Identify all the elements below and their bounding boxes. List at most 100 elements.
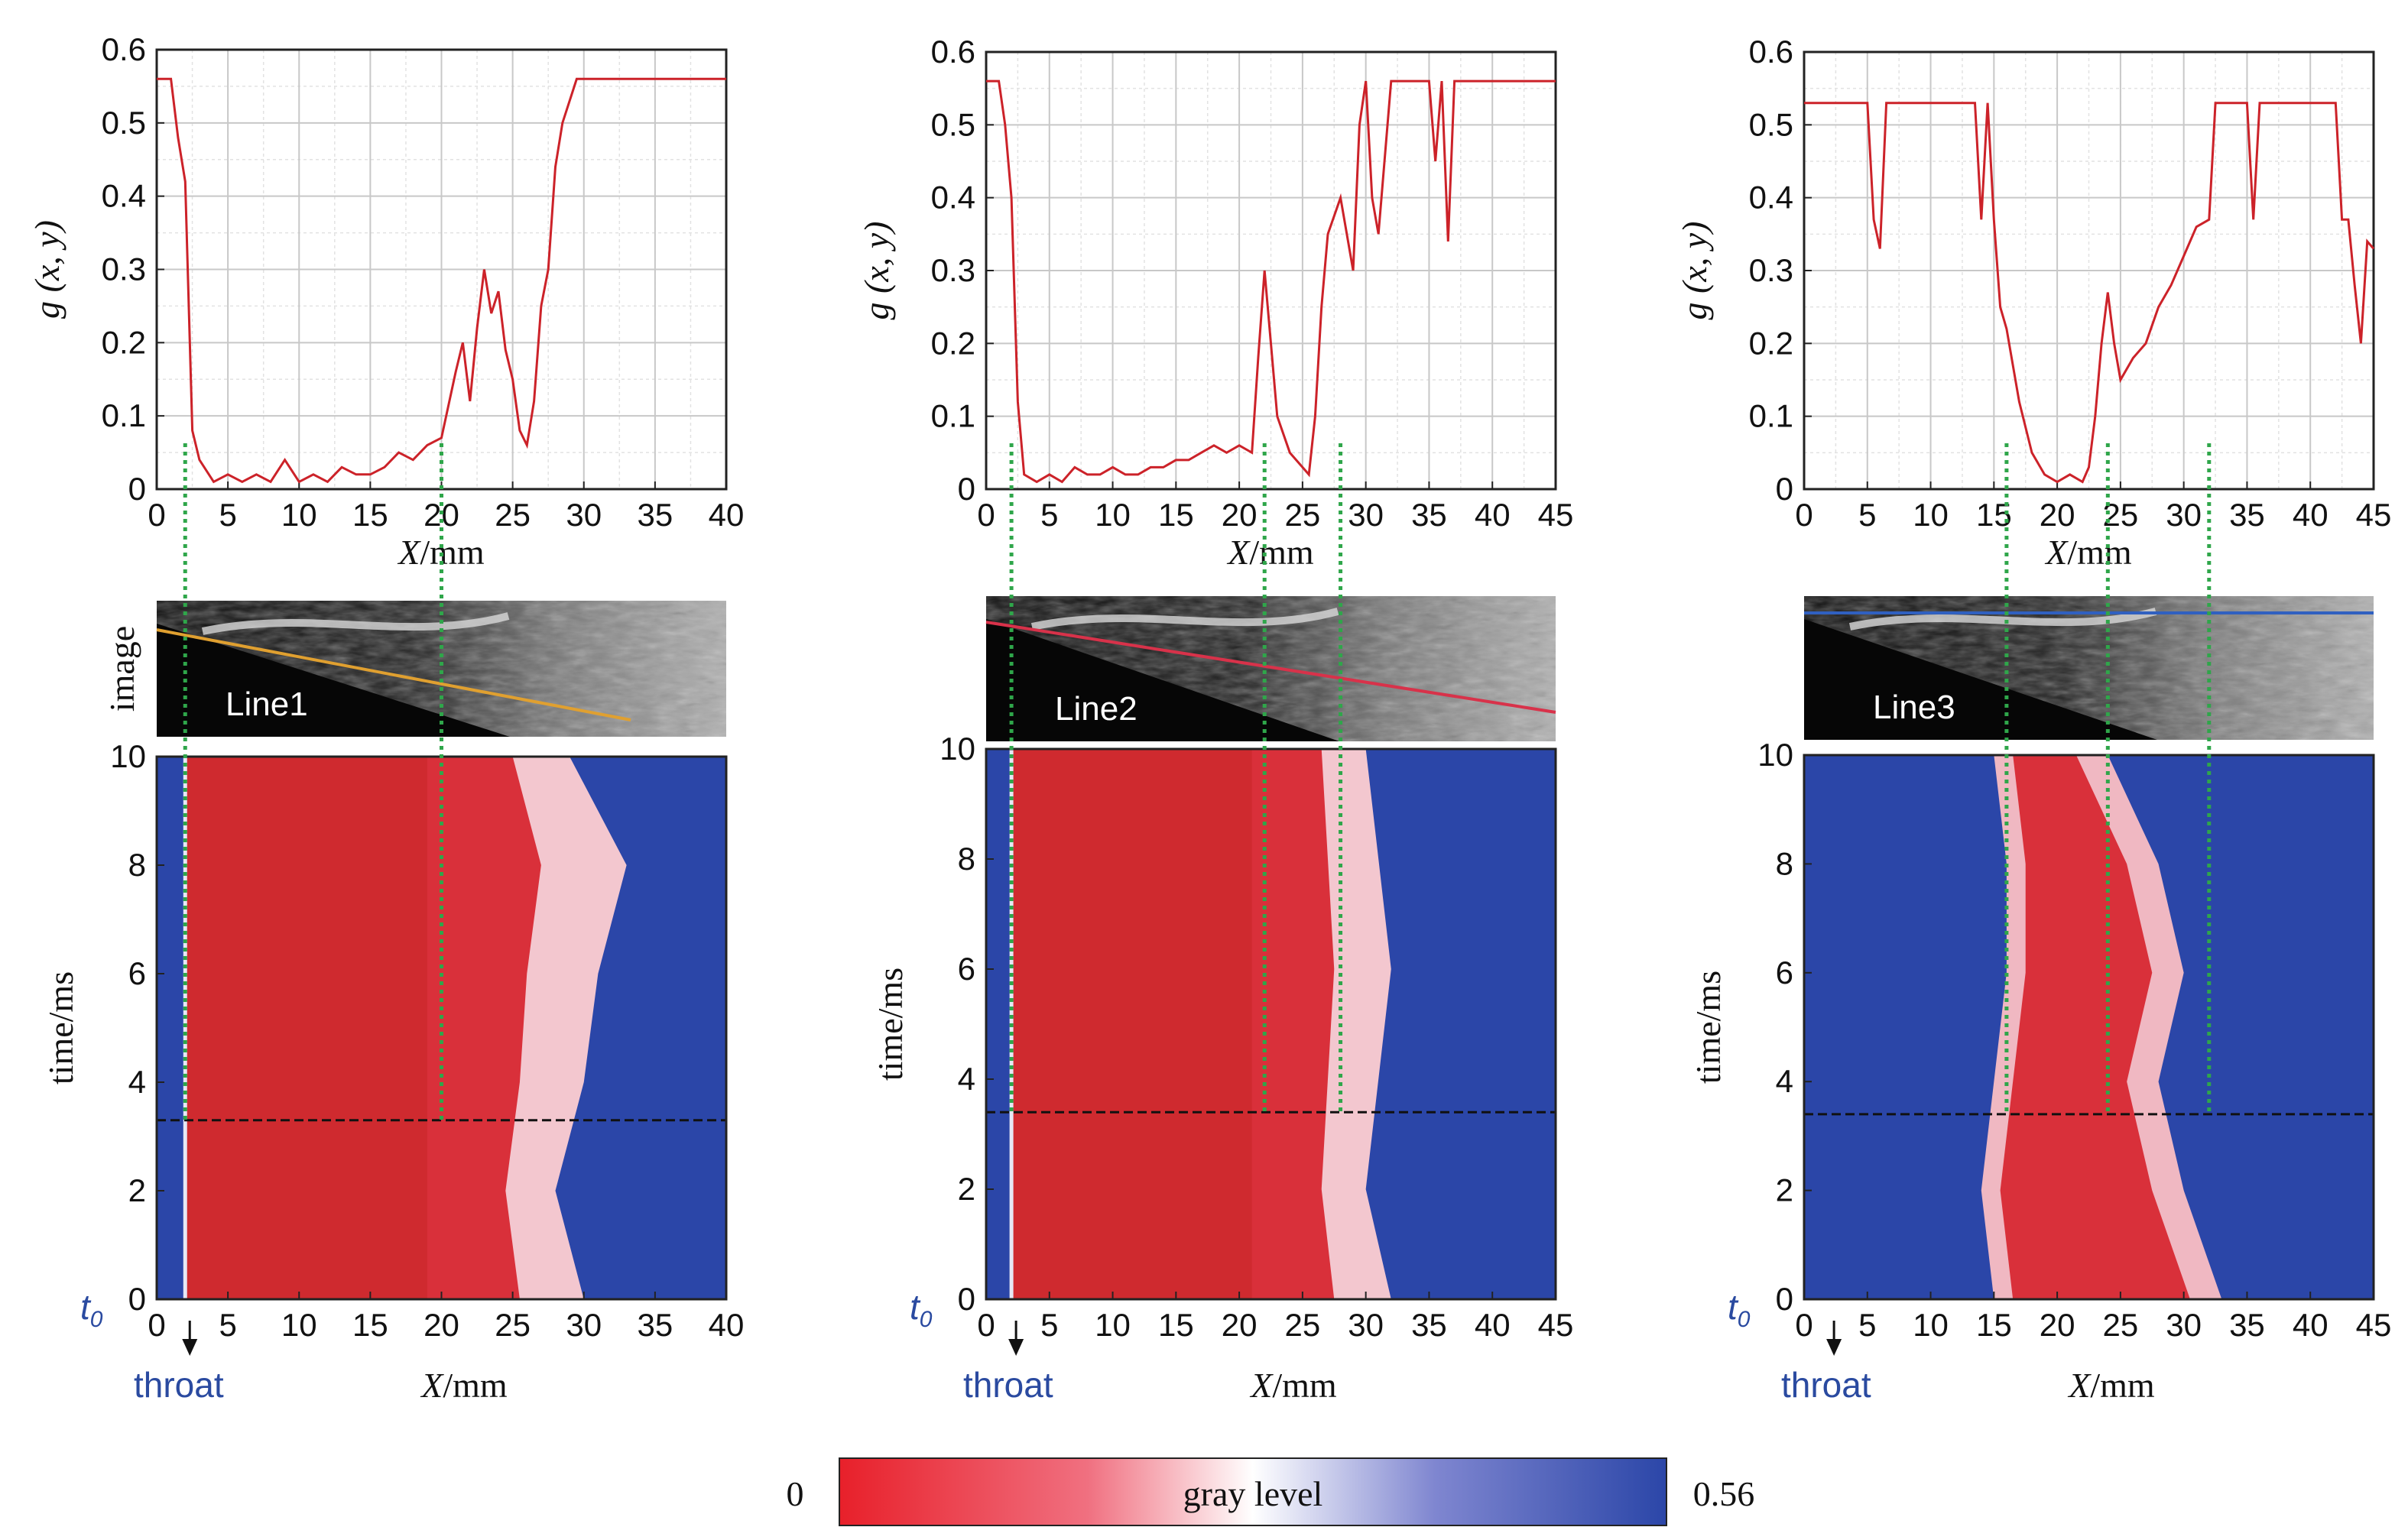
line-chart-1: 0 5 10 15 20 25 30 35 4000.10.20.30.40.50.6X/mmg… (28, 31, 744, 572)
tick-label-y: 2 (958, 1171, 975, 1207)
tick-label-x: 5 (1858, 497, 1876, 533)
tick-label-x: 0 (1795, 1307, 1812, 1343)
x-axis-label-unit: /mm (2090, 1366, 2155, 1405)
tick-label-x: 20 (424, 1307, 459, 1343)
throat-arrow-head (1826, 1339, 1842, 1356)
x-axis-label-unit: /mm (443, 1366, 508, 1405)
tick-label-y: 0.5 (102, 105, 146, 141)
x-axis-label: X/mm (1226, 533, 1314, 572)
tick-label-y: 0.5 (931, 106, 975, 142)
tick-label-x: 10 (1913, 497, 1949, 533)
tick-label-x: 45 (2356, 1307, 2392, 1343)
throat-arrow-head (1008, 1339, 1024, 1356)
x-axis-label: X/mm (1249, 1366, 1337, 1405)
heatmap-2: 0 5 10 15 20 25 30 35 40 45 0 2 4 6 8 10 X/mm time/ms t0 th… (871, 731, 1573, 1405)
tick-label-x: 40 (709, 1307, 745, 1343)
tick-label-y: 4 (128, 1064, 146, 1100)
x-axis-label-unit: /mm (2067, 533, 2132, 572)
image-line-label: Line2 (1055, 690, 1137, 728)
heatmap-body (1981, 755, 2222, 1299)
tick-label-y: 0 (958, 1281, 975, 1317)
tick-label-y: 0.3 (931, 252, 975, 288)
tick-label-y: 2 (128, 1172, 146, 1208)
low-gray-region (1011, 749, 1252, 1299)
tick-label-y: 8 (128, 847, 146, 883)
tick-label-y: 0.2 (1749, 325, 1793, 361)
image-axis-label: image (102, 626, 141, 712)
tick-label-y: 8 (958, 841, 975, 877)
tick-label-x: 5 (219, 1307, 236, 1343)
tick-label-x: 10 (1095, 497, 1131, 533)
tick-label-y: 4 (958, 1061, 975, 1097)
heatmap-body (157, 757, 627, 1299)
throat-arrow-head (182, 1339, 198, 1356)
lower-wall (986, 619, 1339, 741)
sampling-line-1 (156, 628, 631, 721)
tick-label-x: 35 (1411, 497, 1447, 533)
tick-label-y: 0.3 (102, 251, 146, 287)
series-line-g (157, 77, 726, 484)
t0-subscript: 0 (1738, 1307, 1751, 1332)
x-axis-label: X/mm (2067, 1366, 2155, 1405)
lower-wall (157, 624, 510, 737)
x-axis-label-var: X (2067, 1366, 2092, 1405)
tick-label-x: 5 (1858, 1307, 1876, 1343)
t0-label: t0 (910, 1287, 933, 1332)
throat-band (986, 749, 1012, 1299)
tick-label-x: 5 (219, 497, 236, 533)
tick-label-x: 40 (1475, 1307, 1511, 1343)
y-axis-label: g (x, y) (857, 222, 896, 320)
x-axis-label-var: X (2044, 533, 2069, 572)
tick-label-x: 0 (977, 1307, 995, 1343)
sampling-line-2 (985, 621, 1556, 714)
tick-label-x: 15 (1158, 497, 1194, 533)
flow-highlight (1030, 608, 1339, 631)
tick-label-x: 0 (148, 1307, 165, 1343)
tick-label-y: 0.1 (1749, 398, 1793, 434)
figure-layer: 0 5 10 15 20 25 30 35 4000.10.20.30.40.50.6X/mmg… (28, 31, 2392, 1526)
tick-label-x: 30 (566, 1307, 602, 1343)
tick-label-x: 5 (1040, 1307, 1058, 1343)
tick-label-x: 30 (566, 497, 602, 533)
x-axis-label: X/mm (2044, 533, 2132, 572)
tick-label-y: 0.1 (102, 397, 146, 433)
throat-band (157, 757, 186, 1299)
tick-label-y: 0 (1776, 471, 1793, 507)
heatmap-frame (985, 747, 1557, 1301)
tick-label-x: 40 (2293, 497, 2328, 533)
tick-label-y: 10 (1757, 737, 1793, 773)
tick-label-y: 0.1 (931, 398, 975, 434)
tick-label-y: 0.6 (931, 34, 975, 70)
tick-label-y: 0.5 (1749, 106, 1793, 142)
colorbar (839, 1457, 1667, 1526)
y-axis-label: g (x, y) (28, 220, 67, 319)
tick-label-y: 0.4 (1749, 180, 1793, 216)
tick-label-x: 30 (2166, 1307, 2202, 1343)
tick-label-y: 4 (1776, 1063, 1793, 1099)
series-line-g (986, 79, 1556, 484)
t0-label: t0 (80, 1287, 103, 1332)
y-axis-label: g (x, y) (1675, 222, 1714, 320)
tick-label-y: 0.2 (931, 325, 975, 361)
line-chart-3: 0 5 10 15 20 25 30 35 40 4500.10.20.30.40.50.6X/m… (1675, 34, 2391, 572)
x-axis-label: X/mm (397, 533, 485, 572)
t0-label: t0 (1728, 1287, 1751, 1332)
image-line-label: Line3 (1873, 689, 1955, 726)
x-axis-label-var: X (1226, 533, 1251, 572)
heatmap-frame (1803, 754, 2375, 1301)
heatmap-body (986, 749, 1391, 1299)
image-strip-3: Line3 (1804, 596, 2374, 740)
tick-label-y: 0.6 (1749, 34, 1793, 70)
tick-label-x: 20 (1222, 1307, 1258, 1343)
tick-label-x: 10 (1913, 1307, 1949, 1343)
lower-wall (1804, 619, 2157, 740)
tick-label-x: 40 (1475, 497, 1511, 533)
tick-label-x: 0 (977, 497, 995, 533)
tick-label-x: 10 (281, 497, 317, 533)
tick-label-x: 0 (148, 497, 165, 533)
line-chart-2: 0 5 10 15 20 25 30 35 40 45 0 0.1 0.2 0.3 0.4 0.5 0.6 X/m… (857, 34, 1573, 572)
x-axis-label-unit: /mm (1249, 533, 1314, 572)
colorbar-min-label: 0 (787, 1474, 804, 1513)
y-axis-label: time/ms (871, 968, 910, 1081)
tick-label-x: 10 (281, 1307, 317, 1343)
